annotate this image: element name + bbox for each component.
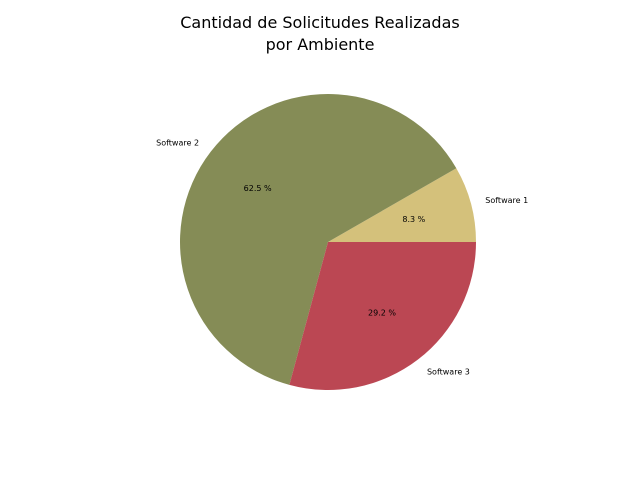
pie-slice-1	[328, 168, 476, 242]
chart-title-line-1: Cantidad de Solicitudes Realizadas	[180, 13, 460, 32]
pie-slice-2	[180, 94, 457, 385]
chart-title-line-2: por Ambiente	[265, 35, 375, 54]
pie-slice-3	[289, 242, 476, 391]
pie-category-label-3: Software 3	[427, 367, 470, 376]
pie-pct-label-2: 62.5 %	[244, 184, 272, 193]
pie-category-label-1: Software 1	[485, 196, 528, 205]
pie-pct-label-3: 29.2 %	[368, 309, 396, 318]
pie-pct-label-1: 8.3 %	[402, 215, 425, 224]
pie-category-label-2: Software 2	[156, 139, 199, 148]
chart-title: Cantidad de Solicitudes Realizadas por A…	[0, 12, 640, 56]
